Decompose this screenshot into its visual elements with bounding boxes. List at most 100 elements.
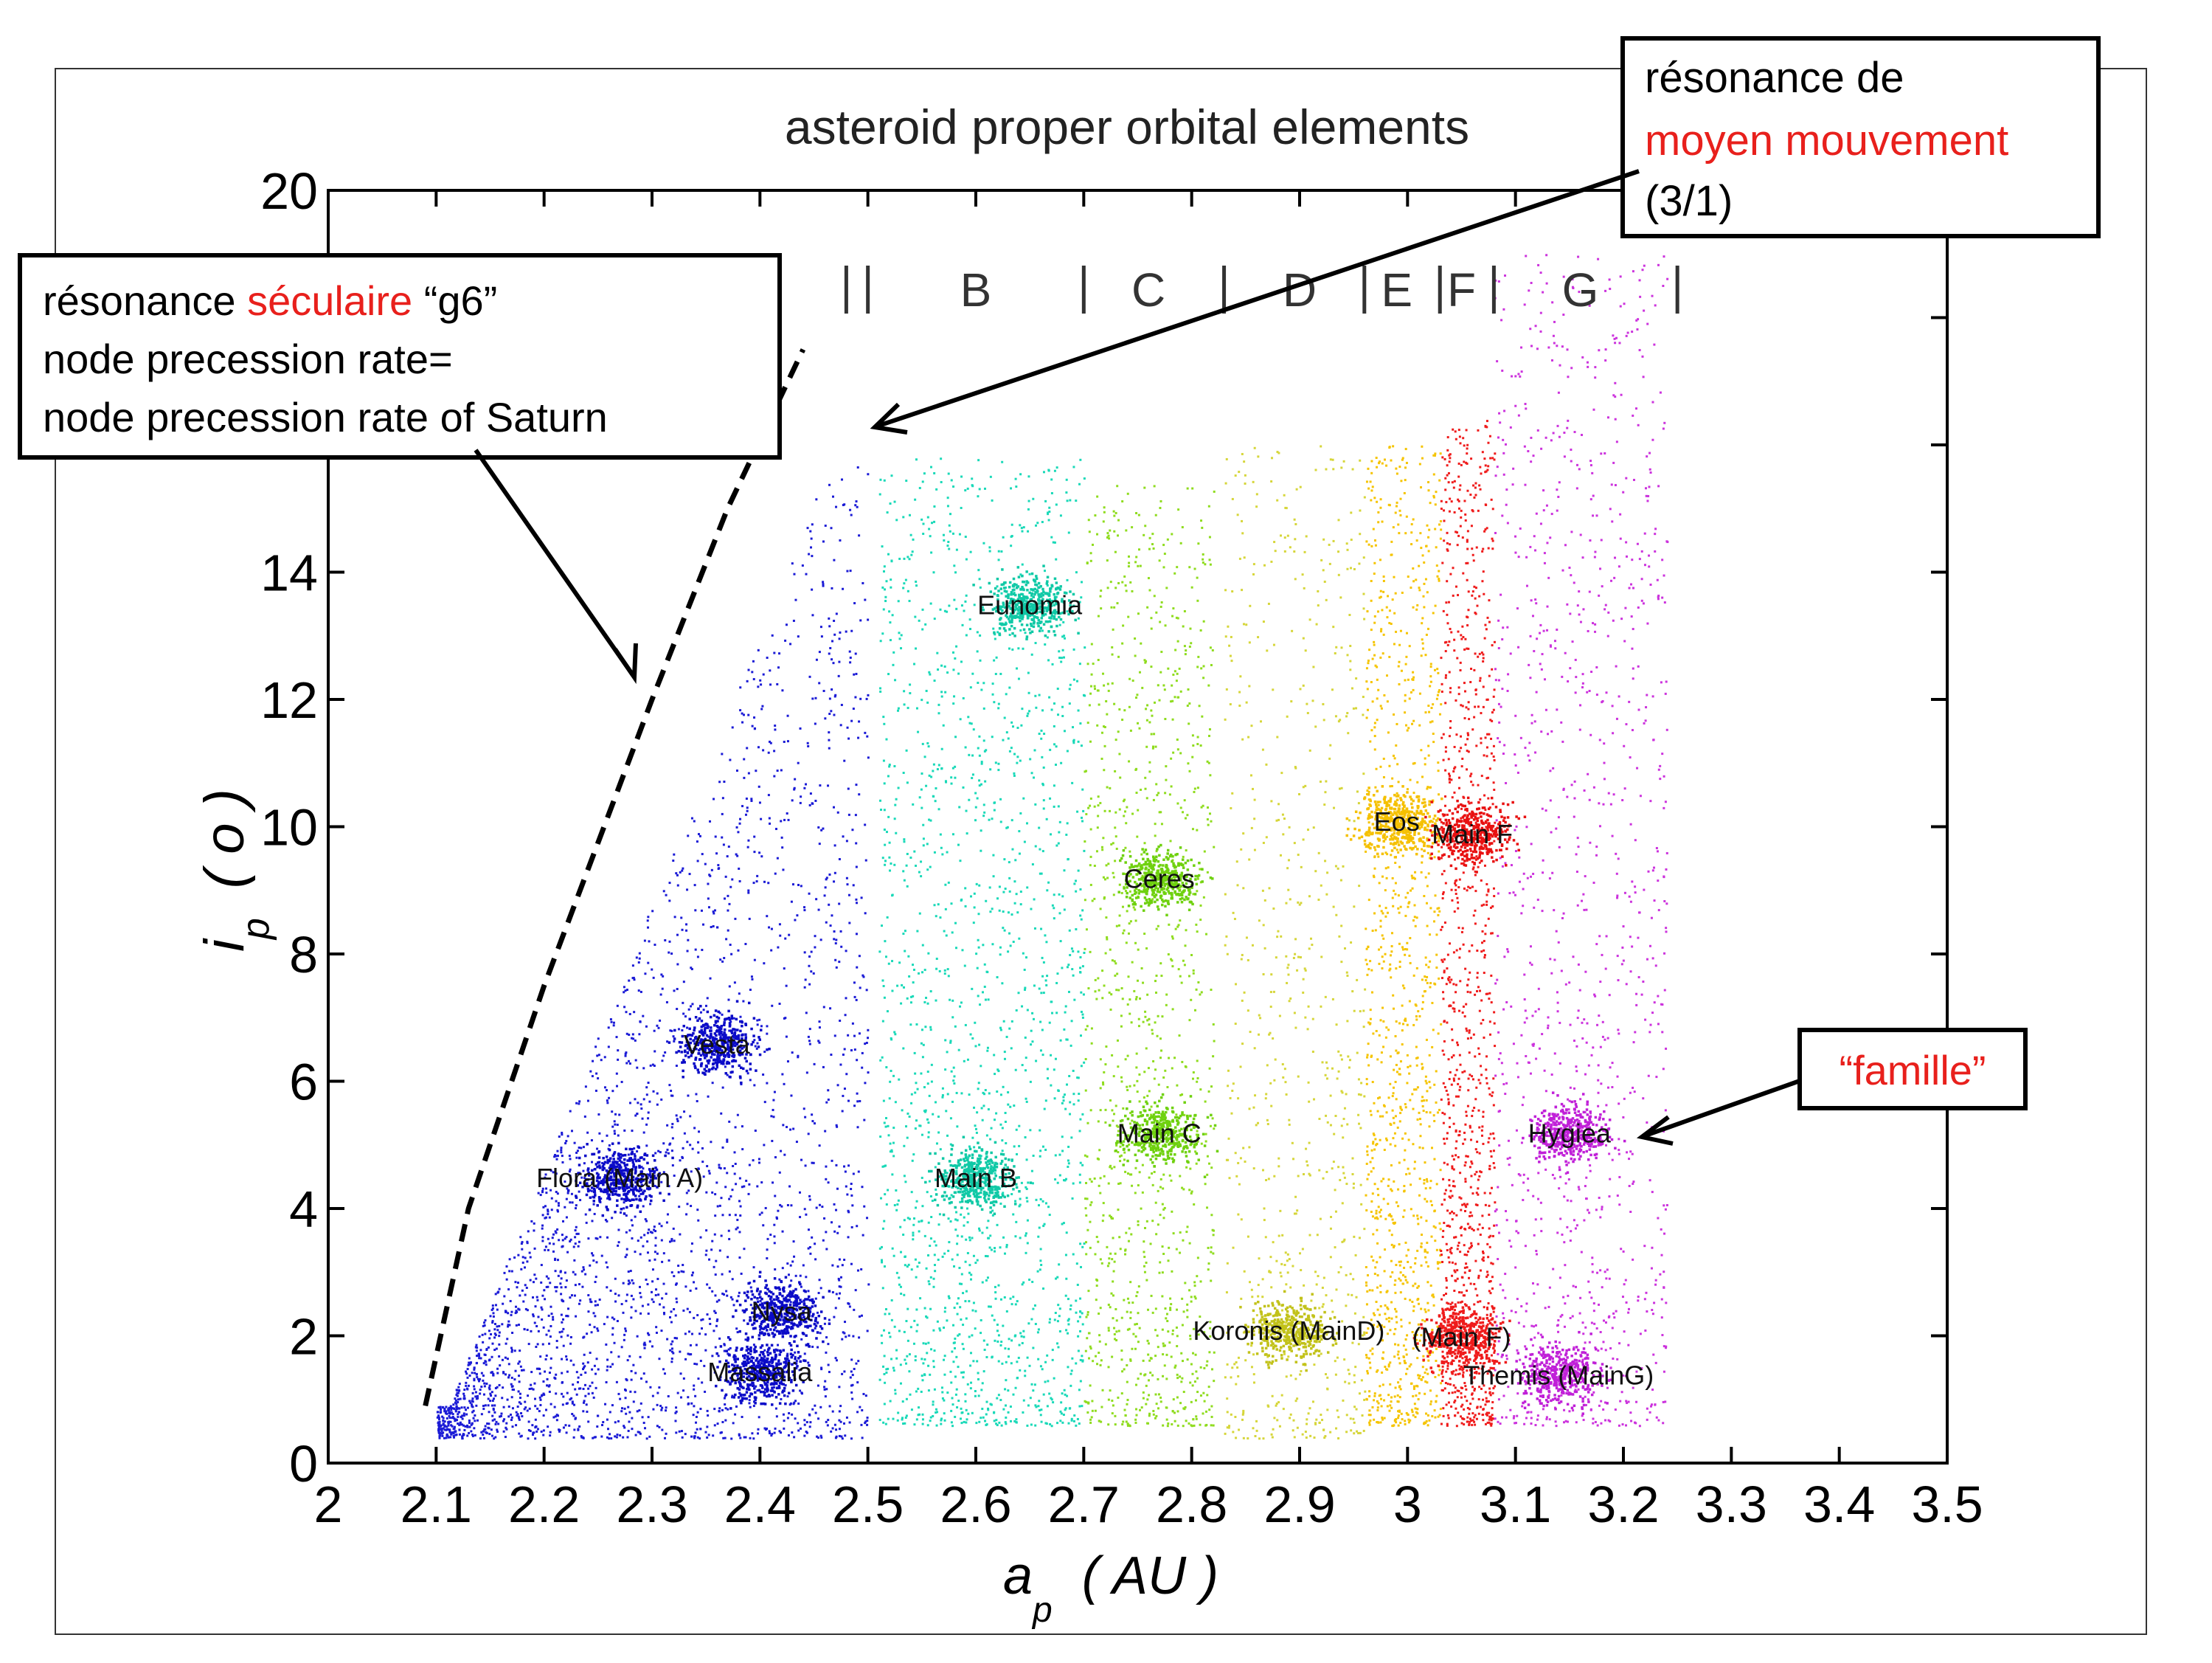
scatter-point (859, 986, 861, 989)
scatter-point (819, 1332, 822, 1335)
scatter-point (483, 1324, 486, 1327)
scatter-point (955, 947, 958, 950)
chart-title: asteroid proper orbital elements (785, 100, 1469, 154)
scatter-point (848, 1421, 851, 1424)
scatter-point (842, 587, 845, 590)
scatter-point (1111, 1258, 1114, 1261)
scatter-point (544, 1176, 547, 1179)
scatter-point (651, 910, 654, 913)
scatter-point (1165, 1003, 1168, 1006)
scatter-point (811, 555, 814, 558)
scatter-point (825, 1178, 828, 1180)
scatter-point (1103, 984, 1106, 987)
scatter-point (937, 1258, 940, 1261)
scatter-point (903, 690, 906, 693)
scatter-point (965, 1238, 968, 1241)
scatter-point (1008, 750, 1011, 753)
scatter-point (865, 1041, 868, 1044)
scatter-point (838, 1386, 841, 1389)
scatter-point (1212, 1424, 1215, 1427)
scatter-point (728, 902, 731, 905)
scatter-point (855, 500, 858, 503)
scatter-point (493, 1328, 496, 1331)
scatter-point (466, 1406, 469, 1409)
scatter-point (818, 1020, 821, 1023)
scatter-point (920, 1358, 923, 1361)
scatter-point (989, 1403, 992, 1406)
scatter-point (1069, 1113, 1072, 1116)
scatter-point (949, 1117, 952, 1120)
scatter-point (1061, 895, 1064, 898)
scatter-point (544, 1408, 547, 1411)
scatter-point (670, 1029, 673, 1032)
scatter-point (793, 1255, 796, 1258)
scatter-point (946, 1172, 949, 1175)
scatter-point (781, 1230, 784, 1233)
scatter-point (1019, 1203, 1022, 1206)
scatter-point (1207, 1262, 1210, 1265)
scatter-point (773, 750, 776, 753)
scatter-point (807, 1133, 810, 1135)
scatter-point (645, 1093, 648, 1096)
scatter-point (1067, 1162, 1070, 1165)
scatter-point (1055, 503, 1058, 506)
scatter-point (853, 981, 856, 984)
scatter-point (968, 618, 971, 621)
scatter-point (530, 1387, 533, 1390)
scatter-point (633, 1152, 636, 1155)
scatter-point (1081, 581, 1084, 584)
scatter-point (980, 783, 982, 786)
scatter-point (939, 608, 942, 611)
scatter-point (729, 1020, 732, 1023)
scatter-point (938, 969, 941, 972)
scatter-point (1171, 937, 1174, 940)
scatter-point (951, 1100, 954, 1103)
scatter-point (980, 849, 982, 852)
scatter-point (1037, 1204, 1040, 1207)
scatter-point (711, 1290, 714, 1293)
scatter-point (610, 1020, 613, 1023)
scatter-point (1077, 1320, 1080, 1323)
scatter-point (743, 1436, 746, 1439)
scatter-point (814, 1404, 817, 1407)
scatter-point (818, 1041, 821, 1044)
scatter-point (573, 1141, 576, 1144)
scatter-point (983, 985, 986, 988)
scatter-point (622, 1311, 625, 1314)
scatter-point (1018, 1124, 1021, 1127)
scatter-point (726, 1138, 729, 1141)
scatter-point (1087, 987, 1090, 990)
scatter-point (498, 1331, 501, 1334)
scatter-point (455, 1408, 458, 1411)
scatter-point (566, 1307, 569, 1310)
scatter-point (926, 1352, 929, 1355)
scatter-point (743, 1248, 746, 1251)
scatter-point (878, 1378, 881, 1381)
scatter-point (639, 1253, 642, 1256)
scatter-point (1209, 774, 1212, 777)
scatter-point (772, 1386, 775, 1389)
scatter-point (1002, 536, 1005, 539)
scatter-point (530, 1383, 533, 1386)
scatter-point (533, 1273, 536, 1276)
scatter-point (1116, 602, 1119, 605)
scatter-point (932, 1400, 935, 1403)
scatter-point (895, 798, 898, 801)
scatter-point (1113, 1260, 1116, 1263)
scatter-point (895, 832, 898, 834)
scatter-point (606, 1358, 609, 1361)
scatter-point (674, 1314, 677, 1317)
scatter-point (1077, 617, 1080, 620)
scatter-point (808, 1425, 811, 1428)
scatter-point (749, 1286, 752, 1289)
scatter-point (439, 1406, 442, 1408)
scatter-point (554, 1270, 557, 1273)
scatter-point (999, 1202, 1002, 1205)
scatter-point (1082, 694, 1085, 696)
scatter-point (1147, 1353, 1150, 1356)
scatter-point (1125, 822, 1128, 825)
scatter-point (608, 1437, 611, 1440)
scatter-point (716, 1318, 719, 1321)
scatter-point (774, 828, 777, 831)
scatter-point (718, 867, 721, 870)
